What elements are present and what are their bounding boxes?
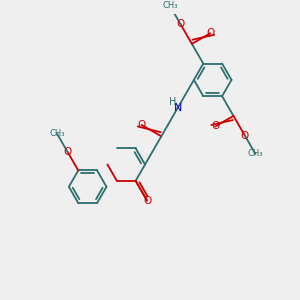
Text: O: O <box>241 131 249 141</box>
Text: CH₃: CH₃ <box>248 149 263 158</box>
Text: H: H <box>169 97 176 107</box>
Text: O: O <box>206 28 214 38</box>
Text: N: N <box>173 103 182 113</box>
Text: O: O <box>143 196 151 206</box>
Text: O: O <box>137 120 146 130</box>
Text: O: O <box>64 147 72 157</box>
Text: CH₃: CH₃ <box>50 129 65 138</box>
Text: O: O <box>176 19 184 29</box>
Text: O: O <box>211 122 219 131</box>
Text: CH₃: CH₃ <box>162 1 178 10</box>
